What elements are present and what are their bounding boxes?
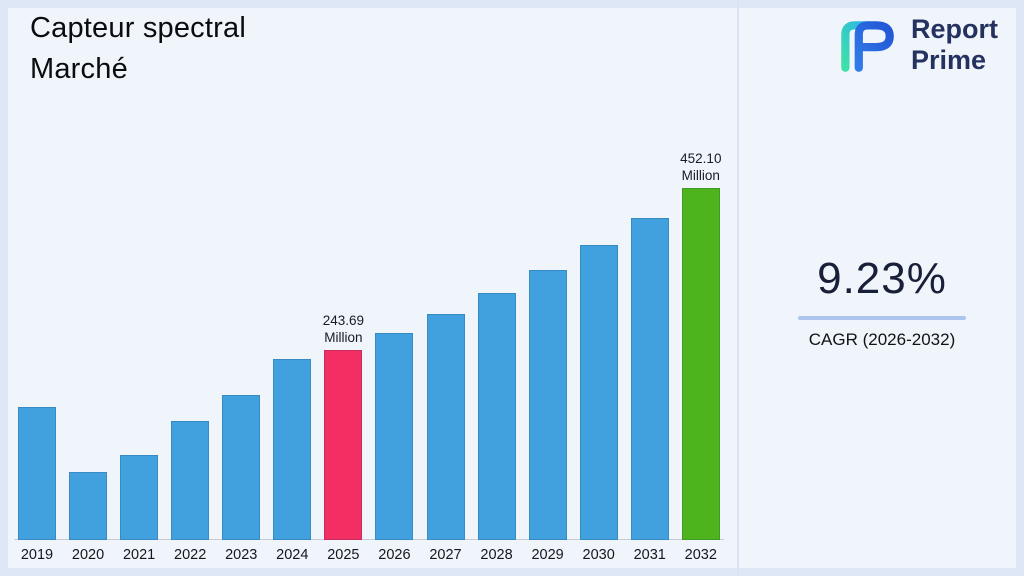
cagr-underline <box>798 316 966 320</box>
x-tick-2022: 2022 <box>174 547 207 563</box>
bar-group-2022: 2022 <box>165 421 215 564</box>
brand-name: Report Prime <box>911 14 998 76</box>
x-tick-2032: 2032 <box>684 547 717 563</box>
bar-group-2023: 2023 <box>216 395 266 564</box>
bar-group-2030: 2030 <box>574 245 624 564</box>
bar-group-2021: 2021 <box>114 455 164 564</box>
bar-2019 <box>18 407 56 540</box>
bar-group-2020: 2020 <box>63 472 113 564</box>
bar-2031 <box>630 218 669 540</box>
x-tick-2030: 2030 <box>582 547 615 563</box>
bar-value-label-2032: 452.10 Million <box>680 151 722 183</box>
vertical-divider <box>737 0 739 576</box>
bar-2025 <box>324 350 363 540</box>
page-title-line2: Marché <box>30 53 128 85</box>
bar-2029 <box>528 270 567 540</box>
brand-name-line2: Prime <box>911 45 987 75</box>
x-axis-line <box>14 539 724 540</box>
bar-group-2026: 2026 <box>369 333 419 564</box>
bar-group-2028: 2028 <box>472 293 522 564</box>
bar-value-label-2025: 243.69 Million <box>322 313 365 345</box>
cagr-value: 9.23% <box>817 254 947 303</box>
x-tick-2027: 2027 <box>429 547 462 563</box>
x-tick-2028: 2028 <box>480 547 513 563</box>
x-tick-2024: 2024 <box>276 547 309 563</box>
x-tick-2020: 2020 <box>71 547 105 563</box>
x-tick-2026: 2026 <box>378 547 411 563</box>
x-tick-2023: 2023 <box>225 547 258 563</box>
x-tick-2031: 2031 <box>633 547 666 563</box>
x-tick-2021: 2021 <box>122 547 156 563</box>
cagr-panel: 9.23% CAGR (2026-2032) <box>760 254 1004 350</box>
bar-2024 <box>273 359 312 540</box>
x-tick-2025: 2025 <box>327 547 360 563</box>
x-tick-2019: 2019 <box>20 547 54 563</box>
report-prime-logo-icon <box>841 21 894 72</box>
bar-2023 <box>222 395 261 540</box>
bar-2022 <box>171 421 210 540</box>
bar-group-2025: 243.69 Million 2025 <box>318 312 368 564</box>
bar-2030 <box>579 245 618 540</box>
bar-2026 <box>375 333 414 540</box>
bar-2020 <box>69 472 108 540</box>
bar-group-2032: 452.10 Million 2032 <box>676 150 726 564</box>
bar-2027 <box>426 314 465 540</box>
page-title-line1: Capteur spectral <box>30 12 246 44</box>
brand-name-line1: Report <box>911 14 998 44</box>
bar-group-2027: 2027 <box>421 314 471 564</box>
bar-group-2019: 2019 <box>12 407 62 564</box>
bar-2028 <box>477 293 516 540</box>
bar-group-2031: 2031 <box>625 218 675 564</box>
page-title: Capteur spectral Marché <box>30 8 246 90</box>
cagr-label: CAGR (2026-2032) <box>808 330 956 349</box>
bar-chart: 2019 2020 2021 2022 2023 2024 243.69 Million 202… <box>12 140 726 564</box>
x-tick-2029: 2029 <box>531 547 564 563</box>
bar-2032 <box>681 188 720 540</box>
bar-row: 2019 2020 2021 2022 2023 2024 243.69 Million 202… <box>12 140 726 564</box>
bar-group-2029: 2029 <box>523 270 573 564</box>
brand-logo: Report Prime <box>833 14 998 76</box>
bar-group-2024: 2024 <box>267 359 317 564</box>
bar-2021 <box>120 455 159 540</box>
